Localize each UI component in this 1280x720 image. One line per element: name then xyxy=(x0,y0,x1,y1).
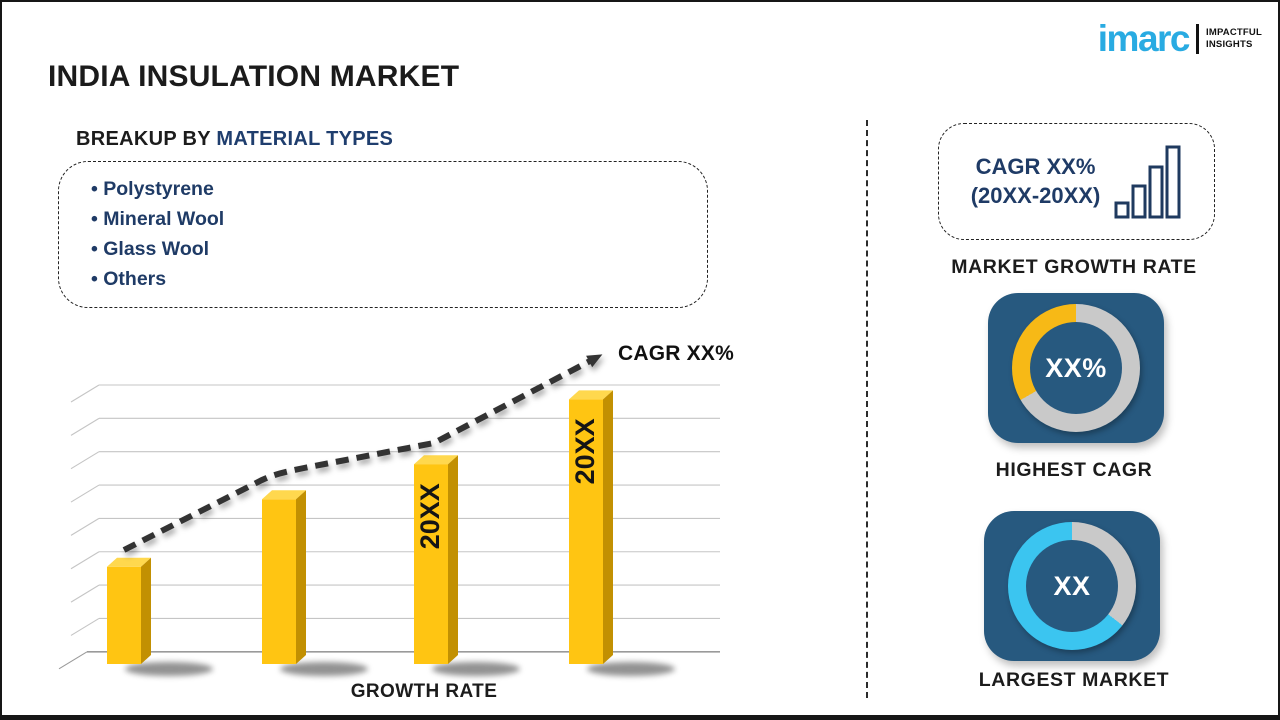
largest-market-card: XX xyxy=(984,511,1160,661)
donut-hole: XX% xyxy=(1030,322,1122,414)
donut-hole: XX xyxy=(1026,540,1118,632)
svg-text:20XX: 20XX xyxy=(570,418,600,484)
cagr-trend-arrow xyxy=(122,354,603,553)
growth-box-line2: (20XX-20XX) xyxy=(970,182,1101,208)
logo-tagline: IMPACTFUL INSIGHTS xyxy=(1206,27,1262,50)
list-item: Others xyxy=(91,264,687,294)
list-item: Polystyrene xyxy=(91,174,687,204)
material-types-list: Polystyrene Mineral Wool Glass Wool Othe… xyxy=(91,174,687,294)
growth-bar-chart: 20XX 20XX xyxy=(42,332,734,688)
growth-box-text: CAGR XX% (20XX-20XX) xyxy=(971,153,1101,210)
largest-market-value: XX xyxy=(1053,570,1091,601)
imarc-logo: imarc IMPACTFUL INSIGHTS xyxy=(1098,20,1262,57)
list-item: Glass Wool xyxy=(91,234,687,264)
market-growth-rate-box: CAGR XX% (20XX-20XX) xyxy=(938,123,1215,240)
arrowhead-icon xyxy=(586,354,603,368)
section-divider xyxy=(866,120,868,698)
growth-bar-chart-canvas: 20XX 20XX xyxy=(58,354,720,676)
highest-cagr-card: XX% xyxy=(988,293,1164,443)
logo-tagline-line2: INSIGHTS xyxy=(1206,38,1253,50)
logo-divider xyxy=(1196,23,1200,54)
material-types-box: Polystyrene Mineral Wool Glass Wool Othe… xyxy=(58,161,708,308)
highest-cagr-donut: XX% xyxy=(1012,304,1140,432)
list-item: Mineral Wool xyxy=(91,204,687,234)
cagr-annotation: CAGR XX% xyxy=(618,342,734,365)
growth-bars-icon xyxy=(1114,145,1181,218)
market-growth-rate-label: MARKET GROWTH RATE xyxy=(951,256,1197,278)
breakup-heading-prefix: BREAKUP BY xyxy=(76,128,217,150)
bar-shadows xyxy=(125,662,675,676)
logo-tagline-line1: IMPACTFUL xyxy=(1206,27,1262,39)
page-title: INDIA INSULATION MARKET xyxy=(48,60,460,93)
highest-cagr-value: XX% xyxy=(1045,352,1107,383)
largest-market-donut: XX xyxy=(1008,522,1136,650)
x-axis-label: GROWTH RATE xyxy=(350,681,498,702)
breakup-heading-highlight: MATERIAL TYPES xyxy=(216,128,394,150)
breakup-heading: BREAKUP BY MATERIAL TYPES xyxy=(76,128,393,151)
chart-bars: 20XX 20XX xyxy=(107,390,613,664)
growth-box-line1: CAGR XX% xyxy=(975,153,1096,179)
imarc-wordmark: imarc xyxy=(1097,18,1191,59)
chart-gridlines xyxy=(58,384,720,670)
svg-text:20XX: 20XX xyxy=(415,483,445,549)
largest-market-label: LARGEST MARKET xyxy=(978,669,1170,691)
highest-cagr-label: HIGHEST CAGR xyxy=(995,459,1153,481)
